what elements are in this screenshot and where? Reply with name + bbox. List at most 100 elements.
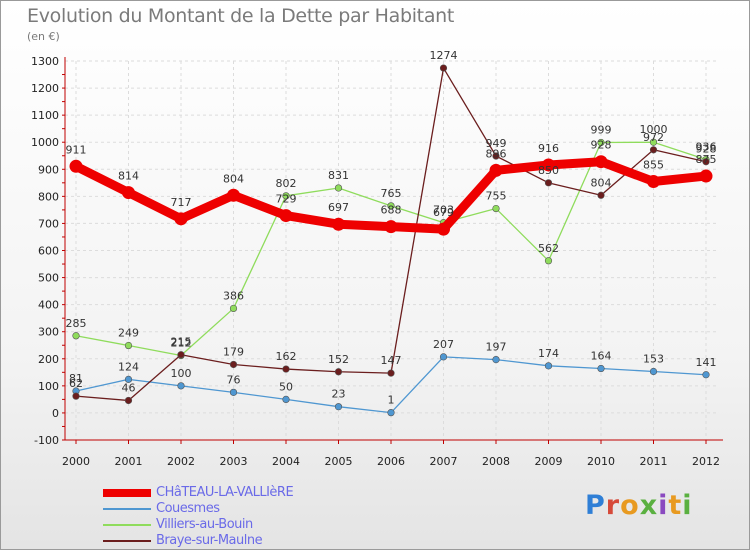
data-label: 804 xyxy=(223,172,244,185)
data-label: 207 xyxy=(433,338,454,351)
y-tick-label: 0 xyxy=(52,407,59,420)
data-point xyxy=(124,341,133,350)
data-label: 179 xyxy=(223,345,244,358)
y-tick-label: 1000 xyxy=(31,136,59,149)
data-point xyxy=(229,388,238,396)
x-tick-label: 2012 xyxy=(692,455,720,468)
data-point xyxy=(597,364,605,373)
data-point xyxy=(649,138,658,146)
data-label: 875 xyxy=(696,153,717,166)
data-labels: 911 814 717 804 729 697 688 679 896 916 928 855 875 8… xyxy=(66,49,717,407)
data-point xyxy=(334,184,343,192)
data-point xyxy=(279,209,293,223)
data-point xyxy=(492,152,500,160)
data-label: 141 xyxy=(696,356,717,369)
data-label: 124 xyxy=(118,360,139,373)
data-point xyxy=(649,146,658,154)
x-tick-label: 2004 xyxy=(272,455,300,468)
legend-label: CHâTEAU-LA-VALLIèRE xyxy=(156,485,294,500)
legend-swatch xyxy=(103,540,151,542)
data-point xyxy=(439,64,448,72)
data-point xyxy=(594,155,608,169)
data-point xyxy=(489,163,503,177)
data-point xyxy=(174,212,188,226)
data-label: 896 xyxy=(486,147,507,160)
data-label: 249 xyxy=(118,327,139,340)
data-label: 197 xyxy=(486,341,507,354)
data-point xyxy=(597,191,605,199)
data-label: 928 xyxy=(591,139,612,152)
data-label: 153 xyxy=(643,353,664,366)
data-point xyxy=(702,371,710,379)
data-point xyxy=(69,159,83,173)
data-point xyxy=(122,186,135,200)
data-point xyxy=(384,220,398,234)
data-point xyxy=(334,403,343,411)
data-point xyxy=(439,353,448,361)
y-tick-label: 800 xyxy=(38,190,59,203)
y-tick-label: 300 xyxy=(38,326,59,339)
data-point xyxy=(649,367,658,376)
chart-unit: (en €) xyxy=(27,30,60,43)
data-point xyxy=(334,368,343,376)
y-tick-label: 1100 xyxy=(31,109,59,122)
data-label: 802 xyxy=(276,177,297,190)
x-tick-label: 2005 xyxy=(325,455,353,468)
data-label: 1274 xyxy=(430,49,458,62)
y-tick-label: -100 xyxy=(34,434,59,447)
data-label: 804 xyxy=(591,176,612,189)
data-label: 850 xyxy=(538,164,559,177)
data-point xyxy=(282,395,290,403)
data-label: 23 xyxy=(332,388,346,401)
data-label: 164 xyxy=(591,350,612,363)
data-point xyxy=(229,304,238,313)
data-label: 1 xyxy=(388,394,395,407)
y-tick-label: 700 xyxy=(38,217,59,230)
legend-swatch xyxy=(103,524,151,526)
data-label: 76 xyxy=(227,373,241,386)
data-point xyxy=(647,174,660,188)
data-label: 174 xyxy=(538,347,559,360)
y-tick-label: 200 xyxy=(38,353,59,366)
data-label: 215 xyxy=(171,336,192,349)
y-tick-label: 900 xyxy=(38,163,59,176)
data-point xyxy=(332,217,345,231)
data-point xyxy=(492,355,500,364)
data-label: 212 xyxy=(171,337,192,350)
x-tick-label: 2008 xyxy=(482,455,510,468)
axes: -100010020030040050060070080090010001100… xyxy=(31,55,723,468)
data-label: 679 xyxy=(433,206,454,219)
data-point xyxy=(177,382,185,390)
y-tick-label: 100 xyxy=(38,380,59,393)
data-label: 755 xyxy=(486,190,507,203)
data-label: 688 xyxy=(381,204,402,217)
data-point xyxy=(699,169,713,183)
data-label: 916 xyxy=(538,142,559,155)
data-point xyxy=(387,409,395,417)
data-point xyxy=(492,204,500,213)
data-point xyxy=(229,360,238,369)
data-label: 972 xyxy=(643,131,664,144)
data-point xyxy=(544,179,553,187)
data-label: 765 xyxy=(381,187,402,200)
x-tick-label: 2000 xyxy=(62,455,90,468)
data-point xyxy=(282,192,290,200)
data-label: 285 xyxy=(66,317,87,330)
data-label: 717 xyxy=(171,196,192,209)
x-tick-label: 2010 xyxy=(587,455,615,468)
data-label: 1000 xyxy=(640,123,668,136)
data-label: 62 xyxy=(69,377,83,390)
data-point xyxy=(702,158,710,166)
data-point xyxy=(177,351,185,359)
data-label: 855 xyxy=(643,158,664,171)
data-label: 147 xyxy=(381,354,402,367)
data-label: 46 xyxy=(122,381,136,394)
x-tick-label: 2002 xyxy=(167,455,195,468)
legend-swatch xyxy=(103,489,151,497)
y-tick-label: 1200 xyxy=(31,82,59,95)
data-point xyxy=(544,257,553,265)
data-point xyxy=(124,396,133,405)
data-label: 50 xyxy=(279,380,293,393)
data-point xyxy=(387,202,395,210)
